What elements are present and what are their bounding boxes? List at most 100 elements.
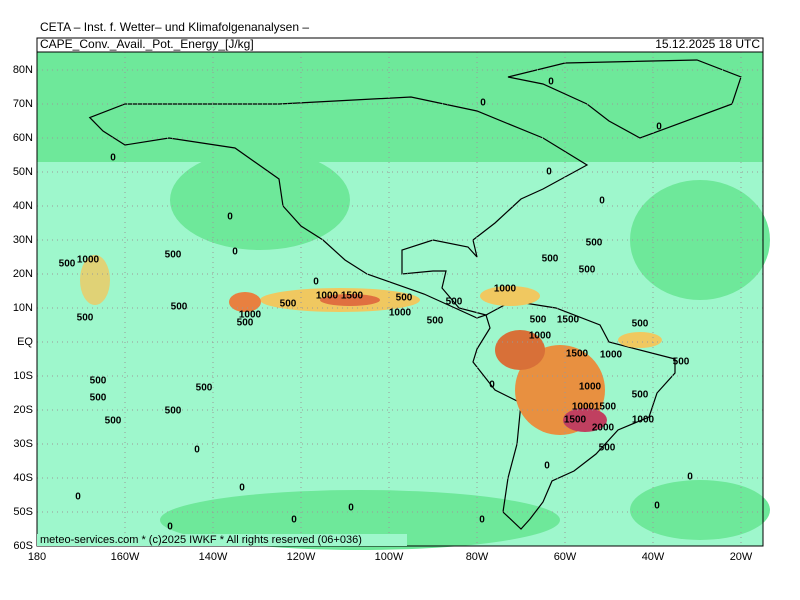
contour-label: 500 (90, 376, 107, 387)
lat-label: 30N (13, 234, 33, 246)
contour-label: 500 (599, 443, 616, 454)
contour-label: 0 (239, 483, 245, 494)
contour-label: 500 (171, 302, 188, 313)
contour-label: 500 (427, 316, 444, 327)
contour-label: 0 (546, 167, 552, 178)
cape-high (229, 292, 261, 312)
cape-zero-area (170, 150, 350, 250)
contour-label: 0 (654, 501, 660, 512)
contour-label: 1000 (494, 284, 517, 295)
contour-label: 500 (165, 406, 182, 417)
lat-label: 20N (13, 268, 33, 280)
contour-label: 500 (165, 250, 182, 261)
cape-high (320, 294, 380, 306)
contour-label: 500 (280, 299, 297, 310)
contour-label: 1000 (77, 255, 100, 266)
lon-label: 60W (554, 551, 577, 563)
lat-label: 70N (13, 98, 33, 110)
contour-label: 500 (237, 318, 254, 329)
contour-label: 500 (530, 315, 547, 326)
contour-label: 0 (548, 77, 554, 88)
greenland (507, 59, 742, 139)
lon-label: 100W (375, 551, 404, 563)
contour-label: 0 (687, 472, 693, 483)
contour-label: 1000 (572, 402, 595, 413)
contour-label: 500 (673, 357, 690, 368)
cape-mid (480, 286, 540, 306)
contour-label: 0 (110, 153, 116, 164)
lon-label: 20W (730, 551, 753, 563)
header-institute: CETA – Inst. f. Wetter– und Klimafolgena… (40, 20, 309, 34)
cape-high (495, 330, 545, 370)
contour-label: 0 (232, 247, 238, 258)
contour-label: 500 (59, 259, 76, 270)
lat-label: 50S (13, 506, 33, 518)
lat-label: 30S (13, 438, 33, 450)
contour-label: 500 (632, 390, 649, 401)
contour-label: 1000 (579, 382, 602, 393)
contour-label: 0 (313, 277, 319, 288)
lon-label: 80W (466, 551, 489, 563)
south-america (472, 300, 676, 530)
contour-label: 500 (77, 313, 94, 324)
contour-label: 1000 (632, 415, 655, 426)
contour-label: 1000 (389, 308, 412, 319)
lat-label: EQ (17, 336, 33, 348)
contour-label: 2000 (592, 423, 615, 434)
contour-label: 0 (348, 503, 354, 514)
contour-label: 500 (446, 297, 463, 308)
contour-label: 0 (194, 445, 200, 456)
contour-label: 1500 (566, 349, 589, 360)
contour-label: 0 (227, 212, 233, 223)
cape-zero-north (37, 52, 763, 162)
contour-label: 500 (586, 238, 603, 249)
contour-label: 1500 (594, 402, 617, 413)
lat-label: 60N (13, 132, 33, 144)
north-america (88, 96, 589, 319)
cape-zero-area (630, 480, 770, 540)
header-field: CAPE_Conv._Avail._Pot._Energy_[J/kg] (40, 37, 254, 51)
contour-label: 500 (542, 254, 559, 265)
contour-label: 500 (196, 383, 213, 394)
contour-label: 0 (479, 515, 485, 526)
contour-label: 500 (632, 319, 649, 330)
lon-label: 160W (111, 551, 140, 563)
lat-label: 40S (13, 472, 33, 484)
contour-label: 500 (90, 393, 107, 404)
lon-label: 140W (199, 551, 228, 563)
cape-zero-area (630, 180, 770, 300)
contour-label: 1000 (239, 310, 262, 321)
cape-mid (80, 255, 110, 305)
cape-high (563, 408, 607, 432)
contour-label: 1000 (529, 331, 552, 342)
contour-label: 1500 (557, 315, 580, 326)
contour-label: 1500 (341, 291, 364, 302)
lat-label: 60S (13, 540, 33, 552)
footer-bg (37, 534, 407, 546)
contour-label: 0 (75, 492, 81, 503)
contour-label: 500 (579, 265, 596, 276)
contour-label: 500 (396, 293, 413, 304)
lat-label: 80N (13, 64, 33, 76)
contour-label: 1000 (600, 350, 623, 361)
contour-label: 500 (105, 416, 122, 427)
contour-label: 0 (167, 522, 173, 533)
contour-label: 0 (291, 515, 297, 526)
header-datetime: 15.12.2025 18 UTC (655, 37, 760, 51)
lat-label: 10N (13, 302, 33, 314)
contour-label: 1000 (316, 291, 339, 302)
lon-label: 40W (642, 551, 665, 563)
contour-label: 0 (656, 122, 662, 133)
lon-label: 120W (287, 551, 316, 563)
contour-label: 0 (480, 98, 486, 109)
cape-mid (618, 332, 662, 348)
lat-label: 10S (13, 370, 33, 382)
contour-label: 0 (489, 380, 495, 391)
contour-label: 0 (599, 196, 605, 207)
footer: meteo-services.com * (c)2025 IWKF * All … (40, 534, 362, 546)
lat-label: 50N (13, 166, 33, 178)
contour-label: 0 (544, 461, 550, 472)
contour-label: 1500 (564, 415, 587, 426)
